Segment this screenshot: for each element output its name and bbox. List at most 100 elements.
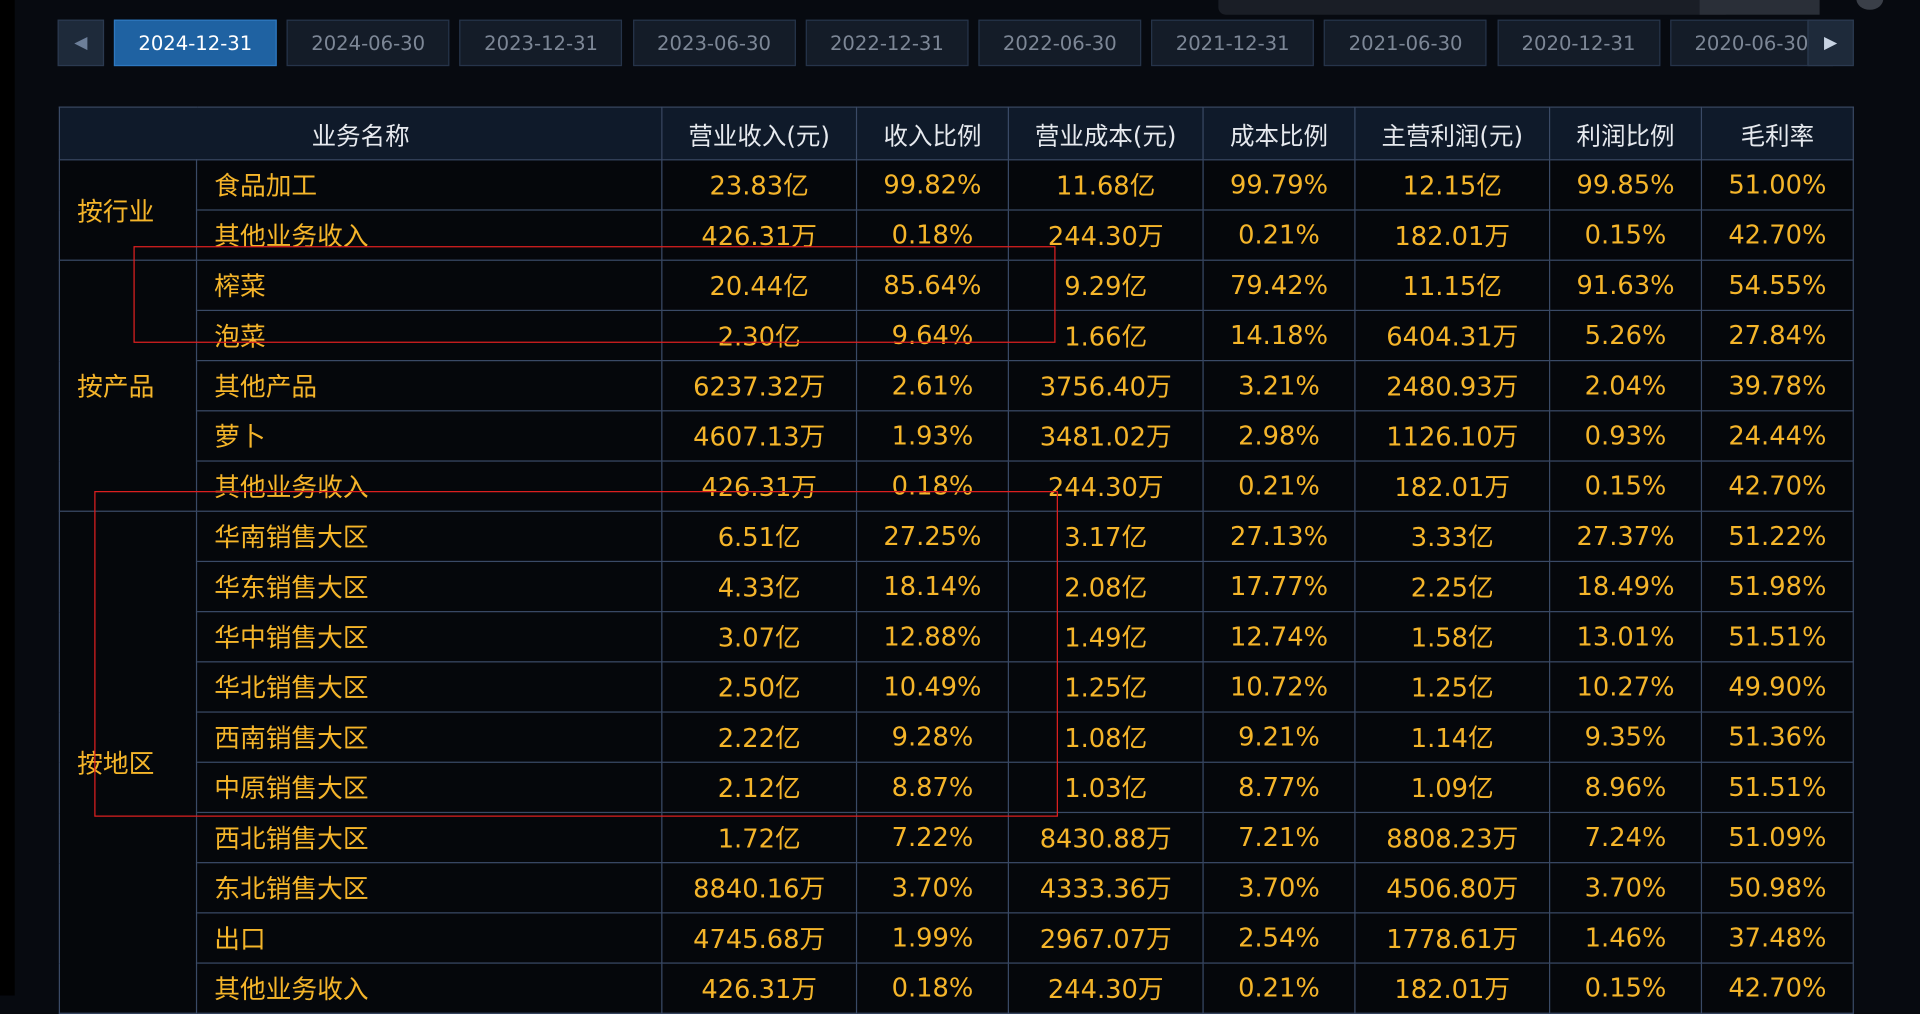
value-cell: 39.78% xyxy=(1700,360,1854,412)
value-cell: 3481.02万 xyxy=(1007,410,1204,462)
value-cell: 1.99% xyxy=(855,912,1009,964)
value-cell: 3.70% xyxy=(855,862,1009,914)
table-row: 其他业务收入 426.31万 0.18% 244.30万 0.21% 182.01万 0.1… xyxy=(59,460,1854,512)
value-cell: 0.15% xyxy=(1548,209,1703,261)
value-cell: 1.49亿 xyxy=(1007,611,1204,663)
tab-period-2020-06-30[interactable]: 2020-06-30 xyxy=(1669,19,1833,67)
value-cell: 7.22% xyxy=(855,811,1009,864)
value-cell: 9.28% xyxy=(855,711,1009,763)
table-row: 华东销售大区 4.33亿 18.14% 2.08亿 17.77% 2.25亿 18.49% 5… xyxy=(59,560,1854,613)
value-cell: 85.64% xyxy=(855,259,1009,312)
table-row: 西南销售大区 2.22亿 9.28% 1.08亿 9.21% 1.14亿 9.35% 51.3… xyxy=(59,711,1854,763)
value-cell: 8.87% xyxy=(855,761,1009,814)
value-cell: 99.82% xyxy=(855,159,1009,211)
value-cell: 18.14% xyxy=(855,560,1009,613)
tab-period-2021-06-30[interactable]: 2021-06-30 xyxy=(1324,19,1488,67)
table-row: 其他产品 6237.32万 2.61% 3756.40万 3.21% 2480.93万 2.… xyxy=(59,360,1854,412)
value-cell: 2.04% xyxy=(1548,360,1703,412)
business-name-cell: 华中销售大区 xyxy=(195,611,663,663)
group-label: 按行业 xyxy=(58,159,198,261)
value-cell: 51.36% xyxy=(1700,711,1854,763)
value-cell: 20.44亿 xyxy=(661,259,858,312)
tabs-prev-button[interactable]: ◀ xyxy=(57,19,105,67)
value-cell: 0.18% xyxy=(855,962,1009,1014)
value-cell: 1126.10万 xyxy=(1354,410,1551,462)
value-cell: 1.09亿 xyxy=(1354,761,1551,814)
top-close-icon[interactable] xyxy=(1856,0,1884,10)
business-name-cell: 其他业务收入 xyxy=(195,962,663,1014)
table-row: 东北销售大区 8840.16万 3.70% 4333.36万 3.70% 4506.80万… xyxy=(59,862,1854,914)
tabs-next-button[interactable]: ▶ xyxy=(1807,19,1854,67)
business-name-cell: 泡菜 xyxy=(195,309,663,362)
business-name-cell: 萝卜 xyxy=(195,410,663,462)
top-search-strip xyxy=(1218,0,1733,15)
tab-period-2024-06-30[interactable]: 2024-06-30 xyxy=(286,19,450,67)
value-cell: 51.51% xyxy=(1700,761,1854,814)
value-cell: 2.25亿 xyxy=(1354,560,1551,613)
value-cell: 7.24% xyxy=(1548,811,1703,864)
top-search-button[interactable] xyxy=(1699,0,1820,15)
column-header[interactable]: 业务名称 xyxy=(58,106,663,161)
tab-period-2024-12-31[interactable]: 2024-12-31 xyxy=(113,19,277,67)
value-cell: 99.79% xyxy=(1202,159,1356,211)
value-cell: 9.29亿 xyxy=(1007,259,1204,312)
value-cell: 182.01万 xyxy=(1354,209,1551,261)
tab-period-2022-12-31[interactable]: 2022-12-31 xyxy=(805,19,969,67)
column-header[interactable]: 营业成本(元) xyxy=(1007,106,1204,161)
tab-period-2021-12-31[interactable]: 2021-12-31 xyxy=(1151,19,1315,67)
table-row: 萝卜 4607.13万 1.93% 3481.02万 2.98% 1126.10万 0.93… xyxy=(59,410,1854,462)
table-row: 中原销售大区 2.12亿 8.87% 1.03亿 8.77% 1.09亿 8.96% 51.5… xyxy=(59,761,1854,814)
tab-period-2023-12-31[interactable]: 2023-12-31 xyxy=(459,19,623,67)
value-cell: 3.07亿 xyxy=(661,611,858,663)
value-cell: 10.49% xyxy=(855,661,1009,713)
value-cell: 27.25% xyxy=(855,510,1009,563)
chevron-right-icon: ▶ xyxy=(1824,33,1838,53)
group-label: 按产品 xyxy=(58,259,198,512)
value-cell: 10.27% xyxy=(1548,661,1703,713)
column-header[interactable]: 主营利润(元) xyxy=(1354,106,1551,161)
value-cell: 4607.13万 xyxy=(661,410,858,462)
column-header[interactable]: 收入比例 xyxy=(855,106,1009,161)
value-cell: 426.31万 xyxy=(661,962,858,1014)
column-header[interactable]: 成本比例 xyxy=(1202,106,1356,161)
value-cell: 91.63% xyxy=(1548,259,1703,312)
business-name-cell: 西南销售大区 xyxy=(195,711,663,763)
value-cell: 6.51亿 xyxy=(661,510,858,563)
value-cell: 79.42% xyxy=(1202,259,1356,312)
business-name-cell: 出口 xyxy=(195,912,663,964)
value-cell: 0.15% xyxy=(1548,460,1703,512)
value-cell: 54.55% xyxy=(1700,259,1854,312)
value-cell: 0.21% xyxy=(1202,209,1356,261)
value-cell: 51.22% xyxy=(1700,510,1854,563)
value-cell: 27.13% xyxy=(1202,510,1356,563)
tab-period-2023-06-30[interactable]: 2023-06-30 xyxy=(632,19,796,67)
value-cell: 2.22亿 xyxy=(661,711,858,763)
value-cell: 8.96% xyxy=(1548,761,1703,814)
table-row: 其他业务收入 426.31万 0.18% 244.30万 0.21% 182.01万 0.1… xyxy=(59,209,1854,261)
business-name-cell: 其他产品 xyxy=(195,360,663,412)
column-header[interactable]: 利润比例 xyxy=(1548,106,1703,161)
value-cell: 1.25亿 xyxy=(1354,661,1551,713)
value-cell: 37.48% xyxy=(1700,912,1854,964)
value-cell: 12.15亿 xyxy=(1354,159,1551,211)
value-cell: 27.84% xyxy=(1700,309,1854,362)
tab-period-2020-12-31[interactable]: 2020-12-31 xyxy=(1497,19,1660,67)
value-cell: 7.21% xyxy=(1202,811,1356,864)
value-cell: 2.12亿 xyxy=(661,761,858,814)
column-header[interactable]: 营业收入(元) xyxy=(661,106,858,161)
business-breakdown-table: 业务名称 营业收入(元) 收入比例 营业成本(元) 成本比例 主营利润(元) 利润比例 毛利率… xyxy=(58,106,1854,1014)
value-cell: 0.21% xyxy=(1202,962,1356,1014)
table-row: 华北销售大区 2.50亿 10.49% 1.25亿 10.72% 1.25亿 10.27% 4… xyxy=(59,661,1854,713)
value-cell: 182.01万 xyxy=(1354,460,1551,512)
column-header[interactable]: 毛利率 xyxy=(1700,106,1854,161)
value-cell: 2.61% xyxy=(855,360,1009,412)
value-cell: 1.66亿 xyxy=(1007,309,1204,362)
value-cell: 182.01万 xyxy=(1354,962,1551,1014)
value-cell: 1.03亿 xyxy=(1007,761,1204,814)
business-name-cell: 东北销售大区 xyxy=(195,862,663,914)
business-name-cell: 中原销售大区 xyxy=(195,761,663,814)
value-cell: 12.88% xyxy=(855,611,1009,663)
value-cell: 1.08亿 xyxy=(1007,711,1204,763)
tab-period-2022-06-30[interactable]: 2022-06-30 xyxy=(978,19,1142,67)
